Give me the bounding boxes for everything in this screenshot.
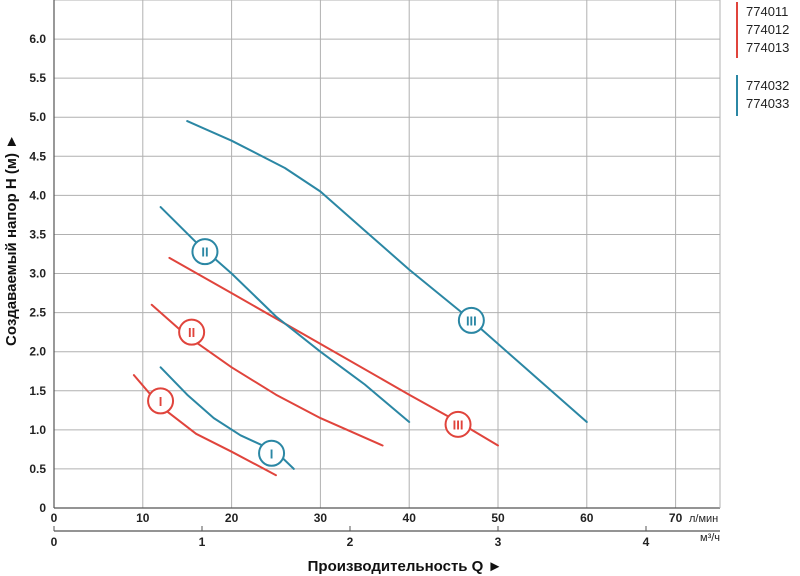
y-tick-label: 0	[39, 501, 46, 515]
x-tick-label: 70	[669, 511, 683, 525]
y-tick-label: 2.5	[29, 306, 46, 320]
legend-item-red: 774011	[746, 4, 788, 19]
series-marker-label: II	[188, 325, 195, 340]
series-marker-red-I	[147, 387, 175, 415]
x2-tick-label: 2	[347, 535, 354, 549]
legend: 774011 774012 774013 774032 774033	[736, 2, 789, 116]
x-tick-label: 20	[225, 511, 239, 525]
y-axis-title: Создаваемый напор H (м) ►	[3, 134, 20, 346]
series-marker-blue-I	[258, 439, 286, 467]
y-tick-label: 6.0	[29, 32, 46, 46]
y-tick-label: 1.0	[29, 423, 46, 437]
y-tick-label: 2.0	[29, 345, 46, 359]
series-marker-label: I	[270, 446, 274, 461]
y-tick-label: 1.5	[29, 384, 46, 398]
x-axis-unit-lpm: л/мин	[689, 513, 718, 525]
series-group	[132, 120, 588, 477]
x-axis-title: Производительность Q ►	[308, 558, 503, 575]
x-tick-label: 0	[51, 511, 58, 525]
legend-item-red: 774013	[746, 40, 789, 55]
series-marker-red-II	[178, 318, 206, 346]
legend-item-blue: 774033	[746, 96, 789, 111]
y-tick-label: 4.0	[29, 188, 46, 202]
series-marker-red-III	[444, 410, 472, 438]
x-tick-label: 30	[314, 511, 328, 525]
series-marker-blue-II	[191, 238, 219, 266]
x2-tick-label: 4	[643, 535, 650, 549]
series-marker-label: I	[159, 394, 163, 409]
series-line-blue-III	[186, 120, 588, 423]
series-marker-label: III	[466, 313, 477, 328]
x2-tick-label: 3	[495, 535, 502, 549]
x-tick-label: 50	[491, 511, 505, 525]
y-tick-label: 3.5	[29, 227, 46, 241]
y-tick-label: 0.5	[29, 462, 46, 476]
series-marker-blue-III	[457, 306, 485, 334]
x2-tick-label: 0	[51, 535, 58, 549]
legend-item-blue: 774032	[746, 78, 789, 93]
x-tick-label: 10	[136, 511, 150, 525]
series-marker-label: III	[453, 417, 464, 432]
x-tick-label: 40	[403, 511, 417, 525]
y-tick-label: 4.5	[29, 149, 46, 163]
y-tick-label: 5.5	[29, 71, 46, 85]
grid-lines	[54, 0, 720, 508]
axes: 00.51.01.52.02.53.03.54.04.55.05.56.00 10…	[29, 0, 721, 549]
x-axis-unit-m3h: м³/ч	[700, 532, 720, 544]
y-tick-label: 3.0	[29, 267, 46, 281]
x-tick-label: 60	[580, 511, 594, 525]
x2-tick-label: 1	[199, 535, 206, 549]
y-tick-label: 5.0	[29, 110, 46, 124]
legend-item-red: 774012	[746, 22, 789, 37]
series-marker-label: II	[201, 245, 208, 260]
series-line-blue-II	[159, 206, 411, 423]
